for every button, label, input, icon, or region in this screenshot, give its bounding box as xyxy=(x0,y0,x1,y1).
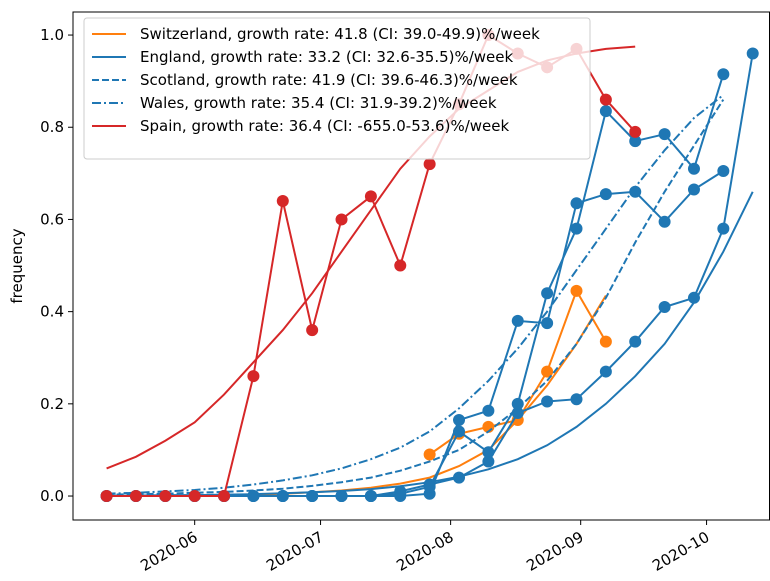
data-point xyxy=(687,183,700,196)
data-point xyxy=(482,404,495,417)
data-point xyxy=(687,162,700,175)
x-tick-label: 2020-10 xyxy=(649,528,712,575)
data-point xyxy=(570,222,583,235)
data-point xyxy=(335,213,348,226)
data-point xyxy=(364,190,377,203)
data-point xyxy=(423,158,436,171)
data-point xyxy=(276,195,289,208)
data-point xyxy=(129,490,142,503)
y-tick-label: 0.8 xyxy=(40,118,64,136)
data-point xyxy=(599,93,612,106)
data-point xyxy=(218,490,231,503)
data-point xyxy=(482,446,495,459)
data-point xyxy=(188,490,201,503)
data-point xyxy=(394,259,407,272)
data-point xyxy=(453,471,466,484)
data-point xyxy=(423,448,436,461)
data-point xyxy=(599,365,612,378)
data-point xyxy=(717,68,730,81)
data-point xyxy=(453,413,466,426)
data-point xyxy=(599,188,612,201)
y-axis-label: frequency xyxy=(8,228,26,303)
data-point xyxy=(247,370,260,383)
x-tick-label: 2020-06 xyxy=(137,528,200,575)
data-point xyxy=(717,165,730,178)
y-tick-label: 0.0 xyxy=(40,487,64,505)
data-point xyxy=(306,324,319,337)
data-point xyxy=(599,105,612,118)
data-point xyxy=(511,314,524,327)
data-point xyxy=(364,490,377,503)
legend-label: Scotland, growth rate: 41.9 (CI: 39.6-46… xyxy=(140,71,518,89)
y-tick-label: 0.6 xyxy=(40,210,64,228)
data-point xyxy=(599,335,612,348)
data-point xyxy=(658,215,671,228)
legend: Switzerland, growth rate: 41.8 (CI: 39.0… xyxy=(83,17,591,160)
data-point xyxy=(306,490,319,503)
data-point xyxy=(511,397,524,410)
data-point xyxy=(570,284,583,297)
data-point xyxy=(482,455,495,468)
data-point xyxy=(629,135,642,148)
legend-label: England, growth rate: 33.2 (CI: 32.6-35.… xyxy=(140,48,514,66)
data-line xyxy=(106,170,724,497)
data-point xyxy=(570,393,583,406)
y-tick-label: 1.0 xyxy=(40,26,64,44)
data-point xyxy=(159,490,172,503)
data-point xyxy=(687,291,700,304)
legend-box xyxy=(83,17,591,160)
data-point xyxy=(746,47,759,60)
data-point xyxy=(541,395,554,408)
fit-line xyxy=(106,99,725,496)
data-point xyxy=(541,365,554,378)
data-point xyxy=(629,125,642,138)
data-point xyxy=(541,287,554,300)
legend-label: Switzerland, growth rate: 41.8 (CI: 39.0… xyxy=(140,25,540,43)
fit-line xyxy=(106,94,724,495)
data-point xyxy=(717,222,730,235)
data-point xyxy=(423,480,436,493)
data-point xyxy=(394,487,407,500)
data-point xyxy=(276,490,289,503)
x-tick-label: 2020-07 xyxy=(263,528,326,575)
fit-line xyxy=(106,294,607,497)
data-point xyxy=(541,317,554,330)
data-point xyxy=(247,490,260,503)
data-point xyxy=(629,185,642,198)
x-tick-label: 2020-09 xyxy=(523,528,586,575)
data-point xyxy=(570,197,583,210)
x-tick-label: 2020-08 xyxy=(393,528,456,575)
y-tick-label: 0.2 xyxy=(40,395,64,413)
legend-label: Spain, growth rate: 36.4 (CI: -655.0-53.… xyxy=(140,117,509,135)
data-point xyxy=(658,301,671,314)
data-point xyxy=(658,128,671,141)
data-point xyxy=(629,335,642,348)
data-point xyxy=(100,490,113,503)
data-point xyxy=(335,490,348,503)
y-tick-label: 0.4 xyxy=(40,303,64,321)
legend-label: Wales, growth rate: 35.4 (CI: 31.9-39.2)… xyxy=(140,94,497,112)
data-point xyxy=(453,425,466,438)
